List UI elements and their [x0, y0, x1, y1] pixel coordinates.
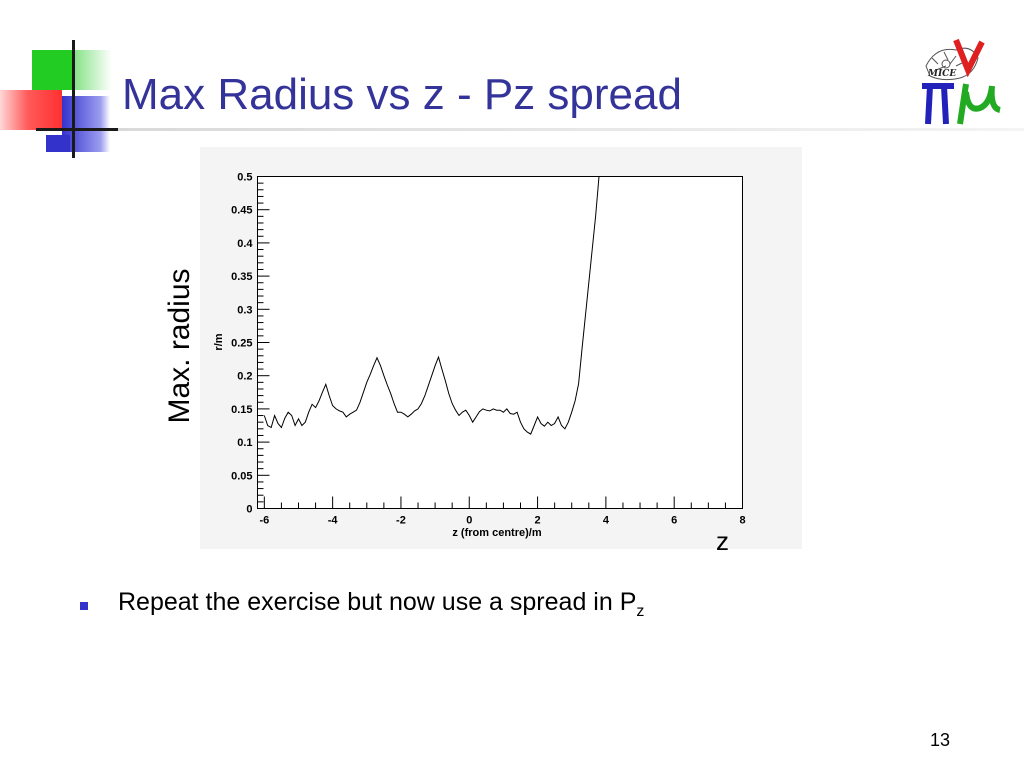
title-underline	[118, 128, 1024, 131]
x-tick-label: 4	[603, 515, 610, 527]
x-tick-label: 2	[535, 515, 541, 527]
y-tick-label: 0.35	[231, 271, 252, 283]
chart: 00.050.10.150.20.250.30.350.40.450.5 -6-…	[213, 172, 746, 540]
x-tick-label: 0	[466, 515, 472, 527]
y-tick-label: 0.2	[237, 371, 252, 383]
y-tick-label: 0.15	[231, 404, 252, 416]
y-tick-label: 0.25	[231, 338, 252, 350]
bullet-subscript: z	[636, 603, 645, 620]
logo-mice-text: MICE	[927, 69, 956, 79]
logo-mu-icon	[957, 83, 1001, 125]
y-axis-title: r/m	[213, 333, 225, 350]
x-tick-label: -6	[259, 515, 269, 527]
x-axis-ticks: -6 -4 -2 0 2 4 6 8	[259, 496, 746, 527]
mice-logo: MICE	[922, 38, 1001, 125]
x-tick-label: 8	[739, 515, 745, 527]
y-tick-label: 0.45	[231, 205, 252, 217]
x-overlay-label: z	[716, 526, 729, 556]
decor-red-square	[0, 90, 62, 130]
logo-sketch	[925, 47, 979, 81]
y-tick-label: 0.05	[231, 470, 252, 482]
decor-green-fade	[72, 50, 112, 90]
decor-blue-square-small	[46, 135, 70, 152]
decor-horizontal-line	[36, 128, 118, 131]
slide-title: Max Radius vs z - Pz spread	[122, 70, 682, 119]
decor-vertical-line	[72, 40, 75, 158]
plot-frame	[257, 176, 743, 509]
bullet-text: Repeat the exercise but now use a spread…	[118, 588, 644, 621]
x-tick-label: 6	[671, 515, 677, 527]
logo-nu-icon	[953, 38, 985, 78]
bullet-main-text: Repeat the exercise but now use a spread…	[118, 588, 637, 616]
y-tick-label: 0.5	[237, 172, 252, 184]
x-tick-label: -4	[328, 515, 339, 527]
logo-pi-icon	[922, 83, 954, 125]
page-number: 13	[930, 730, 951, 750]
bullet-square-icon	[80, 602, 88, 610]
y-overlay-label: Max. radius	[163, 268, 196, 424]
x-axis-title: z (from centre)/m	[452, 527, 541, 539]
y-tick-label: 0.1	[237, 437, 252, 449]
bullet-item: Repeat the exercise but now use a spread…	[80, 588, 644, 621]
x-tick-label: -2	[396, 515, 406, 527]
decor-blue-square	[62, 96, 110, 152]
y-axis-ticks: 0 0.05 0.1 0.15 0.2 0.25 0.3 0.35 0.4 0.45 0.5	[231, 172, 270, 516]
decor-green-square	[32, 50, 72, 90]
y-tick-label: 0.4	[237, 238, 253, 250]
max-radius-series-line	[263, 176, 600, 435]
y-tick-label: 0	[246, 504, 252, 516]
y-tick-label: 0.3	[237, 304, 252, 316]
